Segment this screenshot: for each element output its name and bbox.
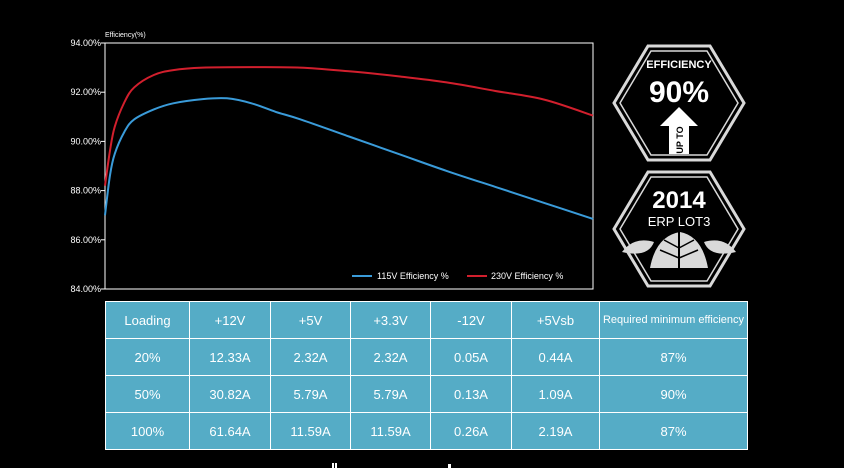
table-cell: 87% [599, 338, 748, 376]
table-cell: 50% [105, 375, 190, 413]
erp-lot3-badge: 2014 ERP LOT3 [612, 170, 746, 288]
y-tick-label: 92.00% [70, 87, 101, 97]
badge-hexagon-outer [612, 170, 746, 288]
badge-efficiency-title: EFFICIENCY [646, 59, 712, 71]
series-line-230v [104, 66, 594, 186]
header-cell: Required minimum efficiency [599, 301, 748, 339]
table-cell: 0.44A [511, 338, 600, 376]
header-cell: +3.3V [350, 301, 431, 339]
table-cell: 11.59A [350, 412, 431, 450]
efficiency-chart: Efficiency(%) 84.00% 86.00% 88.00% 90.00% 92… [70, 32, 594, 294]
table-cell: 1.09A [511, 375, 600, 413]
legend: 115V Efficiency % 230V Efficiency % [352, 271, 563, 281]
table-cell: 61.64A [189, 412, 271, 450]
legend-label-115v: 115V Efficiency % [377, 271, 449, 281]
y-tick-label: 84.00% [70, 284, 101, 294]
badge-erp-year: 2014 [652, 187, 706, 214]
table-cell: 12.33A [189, 338, 271, 376]
leaf-icon [622, 232, 736, 268]
table-cell: 2.32A [270, 338, 351, 376]
header-cell: +5V [270, 301, 351, 339]
badge-hexagon-inner [619, 50, 739, 156]
legend-label-230v: 230V Efficiency % [491, 271, 563, 281]
y-tick-label: 86.00% [70, 235, 101, 245]
plot-area-frame [104, 42, 594, 290]
header-cell: -12V [430, 301, 512, 339]
header-cell: +5Vsb [511, 301, 600, 339]
table-cell: 20% [105, 338, 190, 376]
badge-hexagon-outer [612, 44, 746, 162]
badge-up-to-text: UP TO [675, 126, 685, 153]
table-cell: 5.79A [350, 375, 431, 413]
table-row: 20% 12.33A 2.32A 2.32A 0.05A 0.44A 87% [105, 338, 748, 376]
table-cell: 90% [599, 375, 748, 413]
y-tick-label: 88.00% [70, 186, 101, 196]
table-cell: 30.82A [189, 375, 271, 413]
table-row: 50% 30.82A 5.79A 5.79A 0.13A 1.09A 90% [105, 375, 748, 413]
up-arrow-icon [660, 107, 698, 154]
table-cell: 87% [599, 412, 748, 450]
efficiency-badge: EFFICIENCY 90% UP TO [612, 44, 746, 162]
badge-efficiency-value: 90% [649, 76, 709, 109]
y-tick-label: 90.00% [70, 136, 101, 146]
y-tick-label: 94.00% [70, 38, 101, 48]
y-axis-label: Efficiency(%) [105, 32, 146, 39]
table-cell: 2.19A [511, 412, 600, 450]
table-cell: 0.13A [430, 375, 512, 413]
badge-erp-text: ERP LOT3 [648, 214, 711, 229]
table-cell: 2.32A [350, 338, 431, 376]
table-row: 100% 61.64A 11.59A 11.59A 0.26A 2.19A 87… [105, 412, 748, 450]
table-header-row: Loading +12V +5V +3.3V -12V +5Vsb Requir… [105, 301, 748, 339]
table-cell: 11.59A [270, 412, 351, 450]
badge-hexagon-inner [619, 176, 739, 282]
table-cell: 5.79A [270, 375, 351, 413]
table-cell: 100% [105, 412, 190, 450]
series-layer [104, 66, 594, 220]
table-cell: 0.05A [430, 338, 512, 376]
power-spec-table: Loading +12V +5V +3.3V -12V +5Vsb Requir… [105, 301, 748, 450]
series-line-115v [104, 97, 594, 220]
header-cell: Loading [105, 301, 190, 339]
cut-off-text-fragment [332, 463, 451, 468]
y-axis: 84.00% 86.00% 88.00% 90.00% 92.00% 94.00% [70, 38, 105, 294]
header-cell: +12V [189, 301, 271, 339]
table-cell: 0.26A [430, 412, 512, 450]
